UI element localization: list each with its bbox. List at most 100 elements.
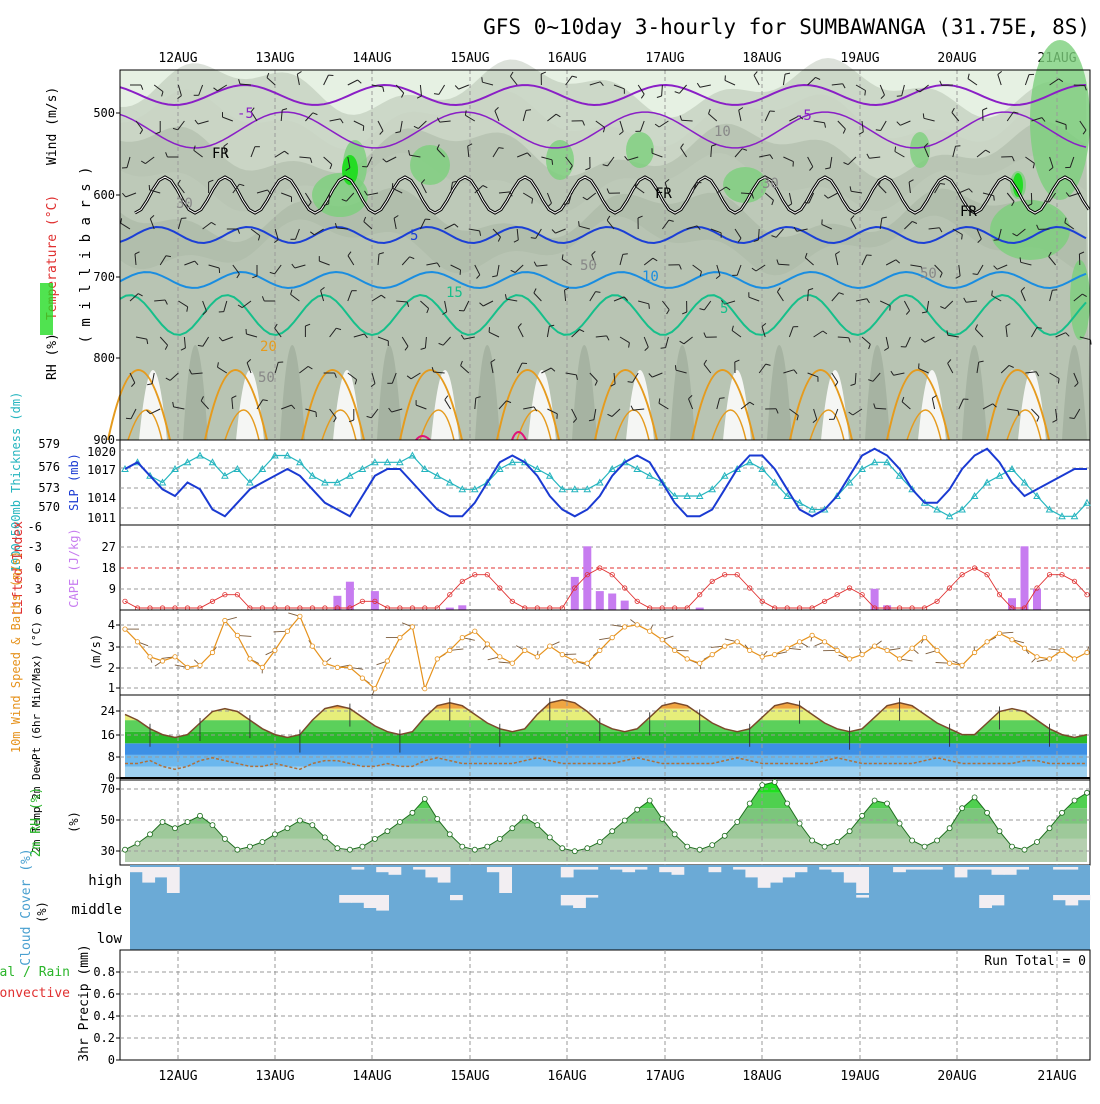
wind10-point <box>635 623 639 627</box>
wind10-point <box>535 655 539 659</box>
wind10-point <box>185 665 189 669</box>
date-label-top: 13AUG <box>255 51 294 66</box>
cloud-unit: (%) <box>35 901 49 923</box>
date-label-bottom: 21AUG <box>1037 1069 1076 1084</box>
rh2m-point <box>722 833 727 838</box>
cloud-high-bar <box>733 867 746 870</box>
wind10-point <box>648 629 652 633</box>
y-tick-label: 24 <box>101 704 115 718</box>
y-tick-label: 500 <box>93 106 115 120</box>
rh2m-point <box>497 836 502 841</box>
rh2m-point <box>710 843 715 848</box>
cloud-high-bar <box>918 867 931 870</box>
wind10-point <box>947 661 951 665</box>
cape-tick: 9 <box>109 582 116 596</box>
rh2m-point <box>247 844 252 849</box>
cloud-high-bar <box>709 867 722 872</box>
rh2m-point <box>872 798 877 803</box>
cloud-high-bar <box>1053 867 1066 870</box>
cape-bar <box>371 591 379 610</box>
wind10-point <box>972 650 976 654</box>
y-tick-label: 1 <box>108 681 115 695</box>
cloud-high-bar <box>425 867 438 877</box>
y-tick-label: 16 <box>101 728 115 742</box>
wind10-point <box>685 657 689 661</box>
rh2m-point <box>1010 844 1015 849</box>
rh2m-point <box>447 832 452 837</box>
temp-band <box>120 743 1090 755</box>
rh2m-point <box>572 849 577 854</box>
date-label-bottom: 19AUG <box>840 1069 879 1084</box>
contour-label: 50 <box>580 258 597 274</box>
y-tick-label: 0.4 <box>93 1009 115 1023</box>
contour-label: 20 <box>260 339 277 355</box>
cloud-high-bar <box>155 867 168 877</box>
cape-bar <box>621 601 629 610</box>
rh2m-point <box>322 835 327 840</box>
wind10-point <box>260 665 264 669</box>
wind10-point <box>410 625 414 629</box>
wind10-point <box>773 652 777 656</box>
cloud-high-bar <box>782 867 795 877</box>
wind10-point <box>897 657 901 661</box>
wind10-point <box>235 633 239 637</box>
cloud-high-bar <box>672 867 685 875</box>
contour-label: -5 <box>795 108 812 124</box>
cloud-high-bar <box>635 867 648 870</box>
cape-tick: 27 <box>102 540 116 554</box>
rh2m-point <box>622 818 627 823</box>
rh2m-point <box>335 846 340 851</box>
y-tick-label: 3 <box>108 640 115 654</box>
wind10-point <box>360 676 364 680</box>
y-tick-label: 0.6 <box>93 987 115 1001</box>
rh2m-point <box>160 820 165 825</box>
cape-bar <box>596 591 604 610</box>
contour-label: 5 <box>410 228 418 244</box>
wind10-point <box>847 657 851 661</box>
rh2m-point <box>997 829 1002 834</box>
wind10-point <box>285 629 289 633</box>
wind10-point <box>797 640 801 644</box>
lifted-index-tick: 6 <box>35 603 42 617</box>
wind10-point <box>960 663 964 667</box>
cloud-level-label: high <box>88 873 122 889</box>
date-label-bottom: 13AUG <box>255 1069 294 1084</box>
rh2m-point <box>1060 810 1065 815</box>
pressure-axis-label: ( m i l l i b a r s ) <box>78 166 94 343</box>
cloud-middle-bar <box>561 895 574 905</box>
rh2m-point <box>747 801 752 806</box>
contour-label: 10 <box>714 124 731 140</box>
rh2m-point <box>410 810 415 815</box>
cloud-high-bar <box>955 867 968 877</box>
date-label-top: 17AUG <box>645 51 684 66</box>
cloud-middle-bar <box>1078 895 1091 900</box>
cloud-high-bar <box>1016 867 1029 870</box>
date-label-top: 15AUG <box>450 51 489 66</box>
rh2m-point <box>960 806 965 811</box>
rh2m-point <box>135 841 140 846</box>
cloud-high-bar <box>376 867 389 872</box>
contour-label: 15 <box>446 285 463 301</box>
wind10-point <box>248 657 252 661</box>
y-tick-label: 30 <box>101 844 115 858</box>
rh2m-point <box>935 838 940 843</box>
cloud-high-bar <box>745 867 758 877</box>
contour-label: 50 <box>258 370 275 386</box>
rh-swatch <box>40 283 53 335</box>
wind10-point <box>623 625 627 629</box>
cloud-middle-bar <box>979 895 992 908</box>
date-label-bottom: 14AUG <box>352 1069 391 1084</box>
wind10-point <box>860 652 864 656</box>
cloud-middle-bar <box>376 895 389 911</box>
rh2m-point <box>210 823 215 828</box>
wind10-point <box>423 687 427 691</box>
cape-bar <box>458 605 466 610</box>
temp-band <box>120 766 1090 778</box>
date-label-top: 19AUG <box>840 51 879 66</box>
contour-label: 30 <box>176 196 193 212</box>
cloud-high-bar <box>352 867 365 870</box>
date-label-top: 16AUG <box>547 51 586 66</box>
date-label-bottom: 17AUG <box>645 1069 684 1084</box>
cloud-high-bar <box>844 867 857 883</box>
